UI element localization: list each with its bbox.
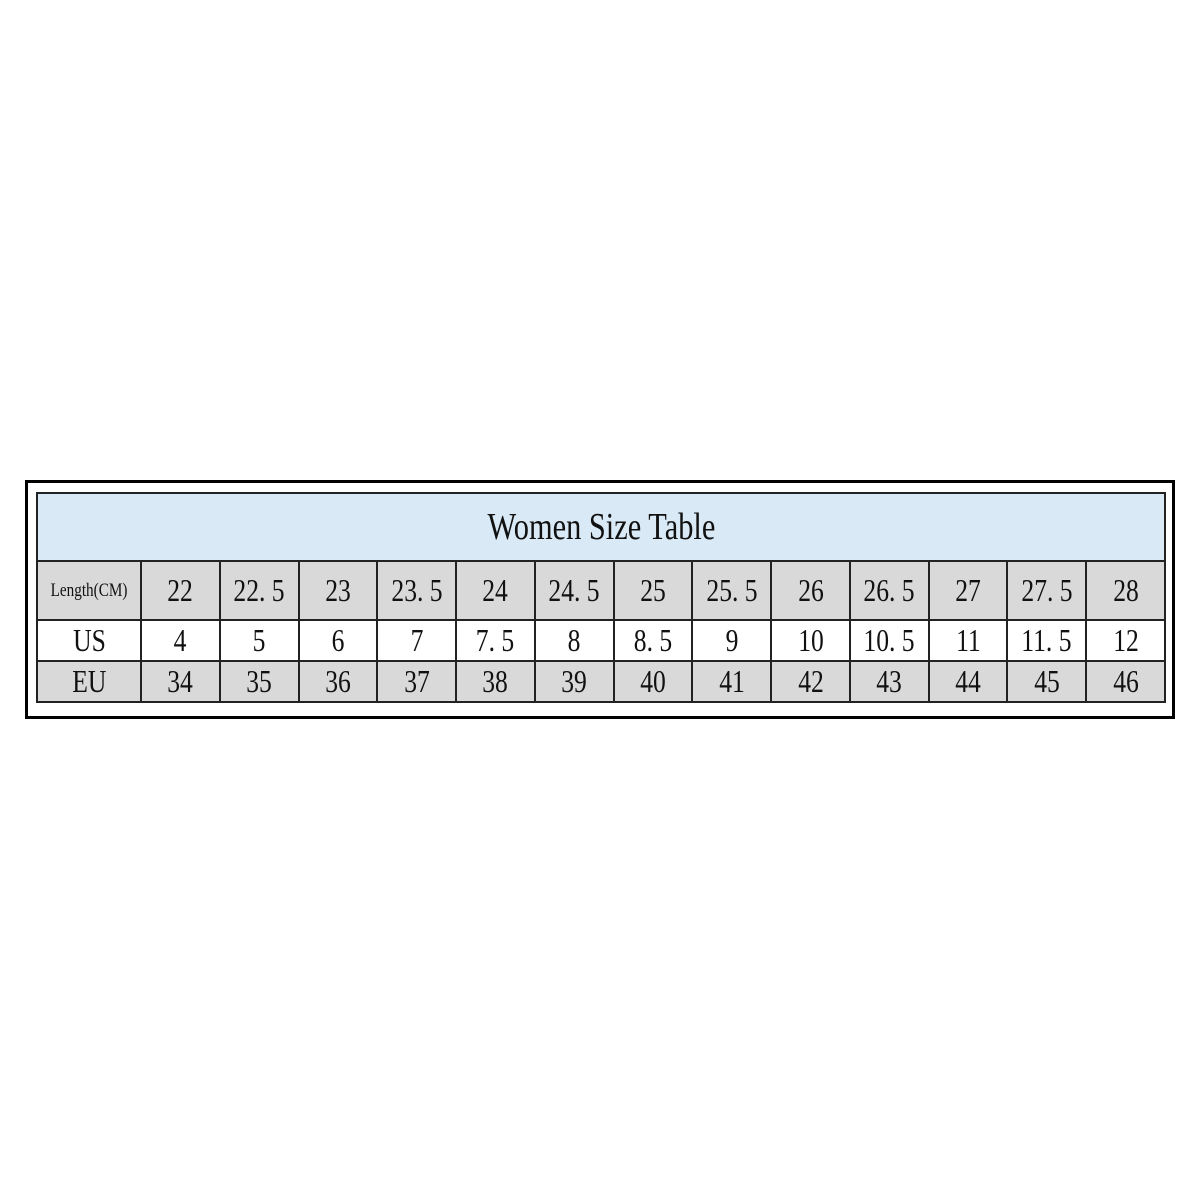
cell-value: 24 <box>482 572 509 608</box>
table-row: US 4 5 6 7 7. 5 8 8. 5 9 10 10. 5 11 11. 5 12 <box>36 619 1166 662</box>
table-cell: 22. 5 <box>218 560 300 621</box>
table-cell: 24 <box>455 560 536 621</box>
table-cell: 4 <box>140 619 221 662</box>
table-cell: 37 <box>376 660 458 703</box>
cell-value: 12 <box>1112 622 1139 658</box>
cell-value: 8. 5 <box>633 622 673 658</box>
cell-value: 7 <box>410 622 424 658</box>
cell-value: 9 <box>725 622 739 658</box>
cell-value: 4 <box>173 622 187 658</box>
size-table-frame: Women Size Table Length(CM) 22 22. 5 23 23. … <box>25 480 1175 719</box>
table-cell: 44 <box>927 660 1009 703</box>
table-cell: 12 <box>1085 619 1166 662</box>
cell-value: 6 <box>331 622 345 658</box>
cell-value: 39 <box>561 663 588 699</box>
table-cell: 5 <box>218 619 300 662</box>
table-cell: 10 <box>770 619 851 662</box>
table-cell: 40 <box>612 660 694 703</box>
table-cell: 11. 5 <box>1006 619 1088 662</box>
cell-value: 8 <box>567 622 581 658</box>
cell-value: 25 <box>640 572 666 608</box>
cell-value: 23 <box>325 572 351 608</box>
table-cell: 43 <box>848 660 930 703</box>
cell-value: 42 <box>797 663 824 699</box>
size-table: Women Size Table Length(CM) 22 22. 5 23 23. … <box>36 492 1166 703</box>
table-row: Length(CM) 22 22. 5 23 23. 5 24 24. 5 25 25. 5 26… <box>36 560 1166 621</box>
table-cell: 36 <box>297 660 379 703</box>
cell-value: 43 <box>876 663 903 699</box>
table-cell: 8 <box>533 619 615 662</box>
cell-value: 26 <box>797 572 824 608</box>
table-cell: 34 <box>140 660 221 703</box>
cell-value: 10 <box>797 622 824 658</box>
cell-value: 28 <box>1112 572 1139 608</box>
table-cell: 11 <box>927 619 1009 662</box>
cell-value: 25. 5 <box>706 572 758 608</box>
cell-value: 41 <box>718 663 745 699</box>
cell-value: 23. 5 <box>391 572 443 608</box>
cell-value: 36 <box>325 663 351 699</box>
cell-value: 27. 5 <box>1021 572 1073 608</box>
row-label: Length(CM) <box>36 560 142 621</box>
table-cell: 6 <box>297 619 379 662</box>
table-cell: 9 <box>691 619 773 662</box>
cell-value: 37 <box>403 663 430 699</box>
table-cell: 45 <box>1006 660 1088 703</box>
table-cell: 26 <box>770 560 851 621</box>
table-cell: 39 <box>533 660 615 703</box>
table-cell: 24. 5 <box>533 560 615 621</box>
table-cell: 10. 5 <box>848 619 930 662</box>
cell-value: 34 <box>167 663 194 699</box>
cell-value: 7. 5 <box>476 622 515 658</box>
row-label: US <box>36 619 142 662</box>
cell-value: 11 <box>955 622 981 658</box>
cell-value: 35 <box>246 663 272 699</box>
table-cell: 7 <box>376 619 458 662</box>
cell-value: 26. 5 <box>863 572 915 608</box>
cell-value: 22 <box>167 572 194 608</box>
row-label: EU <box>36 660 142 703</box>
table-cell: 42 <box>770 660 851 703</box>
cell-value: 27 <box>955 572 981 608</box>
cell-value: 38 <box>482 663 509 699</box>
cell-value: 5 <box>252 622 266 658</box>
table-row: EU 34 35 36 37 38 39 40 41 42 43 44 45 46 <box>36 660 1166 703</box>
cell-value: 46 <box>1112 663 1139 699</box>
table-cell: 22 <box>140 560 221 621</box>
table-cell: 8. 5 <box>612 619 694 662</box>
table-title: Women Size Table <box>36 492 1166 562</box>
table-cell: 28 <box>1085 560 1166 621</box>
table-cell: 46 <box>1085 660 1166 703</box>
table-cell: 25 <box>612 560 694 621</box>
cell-value: 24. 5 <box>548 572 600 608</box>
table-cell: 26. 5 <box>848 560 930 621</box>
table-cell: 23 <box>297 560 379 621</box>
table-cell: 35 <box>218 660 300 703</box>
table-cell: 7. 5 <box>455 619 536 662</box>
table-cell: 38 <box>455 660 536 703</box>
table-cell: 27. 5 <box>1006 560 1088 621</box>
row-label-text: EU <box>71 663 107 699</box>
cell-value: 11. 5 <box>1021 622 1072 658</box>
cell-value: 45 <box>1033 663 1060 699</box>
table-title-row: Women Size Table <box>36 492 1166 562</box>
row-label-text: Length(CM) <box>50 579 128 601</box>
cell-value: 44 <box>955 663 981 699</box>
cell-value: 40 <box>640 663 666 699</box>
table-cell: 23. 5 <box>376 560 458 621</box>
row-label-text: US <box>72 622 106 658</box>
table-cell: 27 <box>927 560 1009 621</box>
cell-value: 10. 5 <box>863 622 915 658</box>
table-title-text: Women Size Table <box>487 506 715 548</box>
cell-value: 22. 5 <box>233 572 285 608</box>
table-cell: 41 <box>691 660 773 703</box>
table-cell: 25. 5 <box>691 560 773 621</box>
